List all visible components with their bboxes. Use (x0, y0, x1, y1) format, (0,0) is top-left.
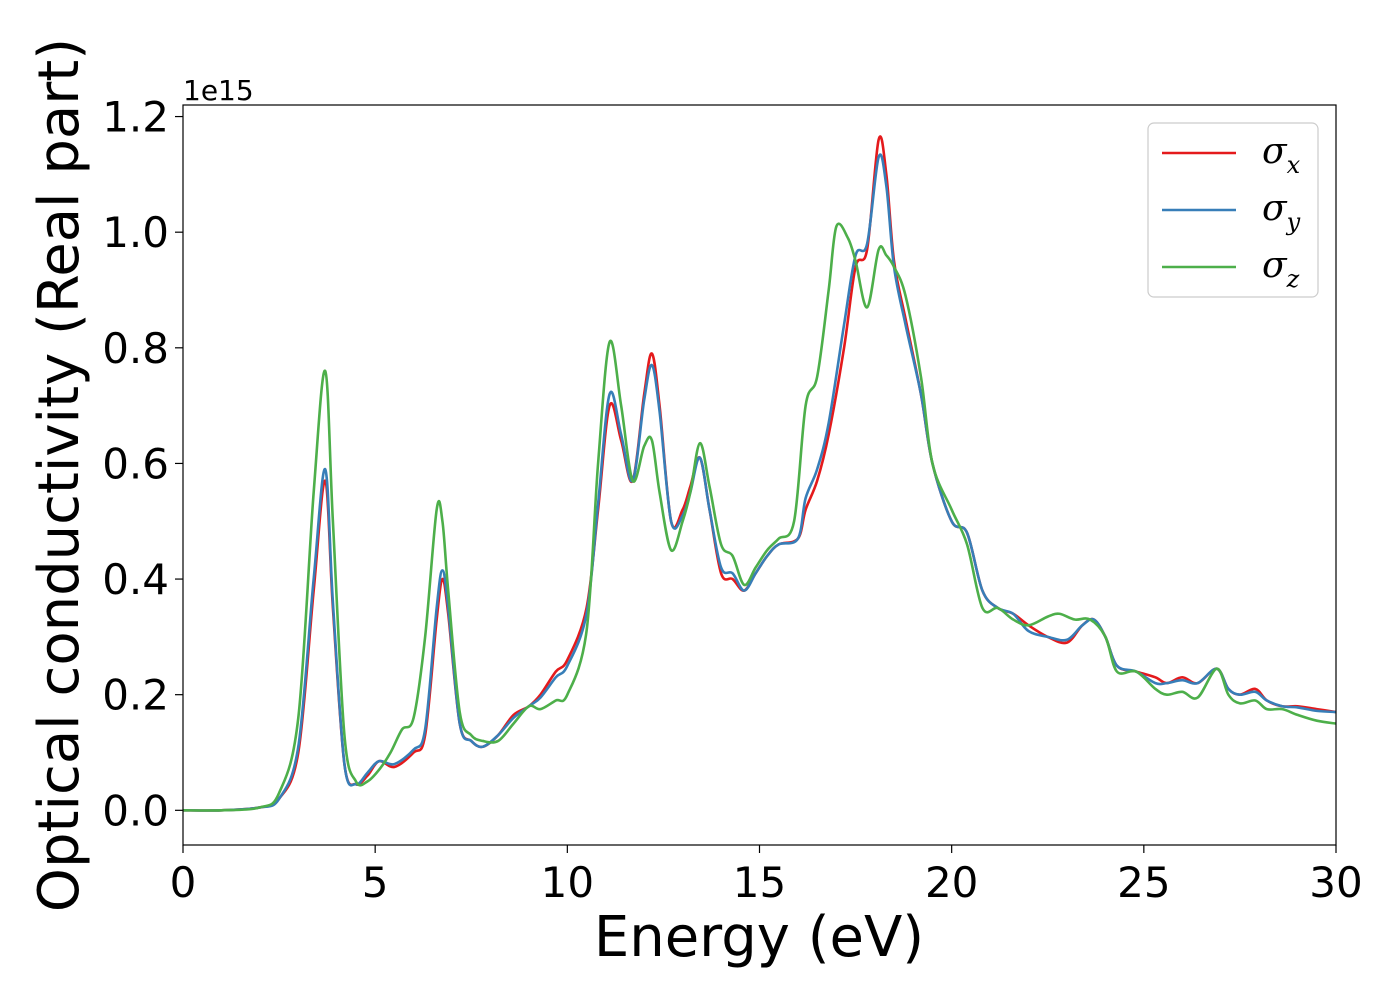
legend: σx σy σz (1147, 122, 1319, 298)
legend-label-sigma-x: σx (1262, 131, 1301, 179)
series-layer (183, 135, 1336, 812)
x-tick-label: 0 (170, 858, 197, 907)
y-tick-label: 0.0 (102, 786, 169, 835)
y-tick-label: 0.2 (102, 671, 169, 720)
y-tick-label: 0.4 (102, 555, 169, 604)
legend-label-sigma-y: σy (1262, 188, 1301, 236)
x-axis-label: Energy (eV) (594, 905, 924, 970)
y-tick-label: 1.2 (102, 93, 169, 142)
x-axis-ticks: 0 5 10 15 20 25 30 (170, 845, 1363, 907)
x-tick-label: 30 (1309, 858, 1362, 907)
series-line-sigma-z (183, 222, 1336, 812)
y-tick-label: 0.6 (102, 439, 169, 488)
y-axis-offset-label: 1e15 (183, 74, 254, 107)
legend-label-sigma-z: σz (1262, 245, 1300, 293)
y-axis-ticks: 0.0 0.2 0.4 0.6 0.8 1.0 1.2 (102, 93, 183, 835)
x-tick-label: 10 (541, 858, 594, 907)
x-tick-label: 5 (362, 858, 389, 907)
x-tick-label: 15 (733, 858, 786, 907)
y-tick-label: 0.8 (102, 324, 169, 373)
x-tick-label: 20 (925, 858, 978, 907)
y-tick-label: 1.0 (102, 208, 169, 257)
y-axis-label: Optical conductivity (Real part) (27, 38, 92, 912)
x-tick-label: 25 (1117, 858, 1170, 907)
